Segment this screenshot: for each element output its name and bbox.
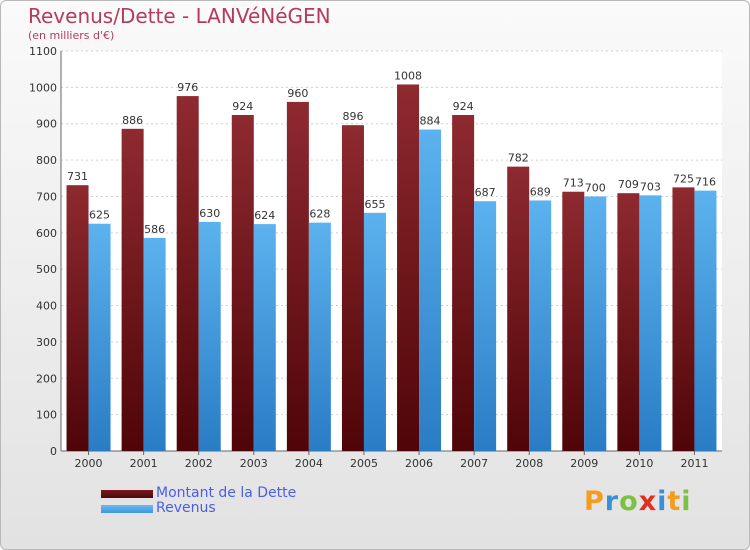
value-label-dette: 960 bbox=[287, 87, 308, 100]
proxiti-logo: Proxiti bbox=[584, 486, 692, 517]
bar-revenus bbox=[694, 190, 717, 452]
legend: Montant de la Dette Revenus bbox=[101, 486, 296, 516]
x-tick-label: 2009 bbox=[570, 457, 598, 470]
bar-revenus bbox=[253, 224, 276, 451]
value-label-revenus: 586 bbox=[144, 223, 165, 236]
logo-letter: i bbox=[657, 486, 668, 517]
value-label-revenus: 716 bbox=[695, 176, 716, 189]
x-tick-label: 2011 bbox=[680, 457, 708, 470]
x-tick-label: 2000 bbox=[75, 457, 103, 470]
value-label-dette: 725 bbox=[673, 172, 694, 185]
value-label-dette: 896 bbox=[342, 110, 363, 123]
value-label-revenus: 655 bbox=[364, 198, 385, 211]
chart-title: Revenus/Dette - LANVéNéGEN bbox=[28, 4, 331, 28]
y-tick-label: 1100 bbox=[29, 45, 57, 58]
y-tick-label: 100 bbox=[36, 409, 57, 422]
x-tick-label: 2006 bbox=[405, 457, 433, 470]
bar-revenus bbox=[143, 237, 166, 451]
bar-dette bbox=[231, 115, 254, 451]
y-tick-label: 400 bbox=[36, 300, 57, 313]
value-label-dette: 976 bbox=[177, 81, 198, 94]
y-tick-label: 900 bbox=[36, 118, 57, 131]
value-label-dette: 1008 bbox=[394, 69, 422, 82]
bar-dette bbox=[176, 96, 199, 451]
x-tick-label: 2002 bbox=[185, 457, 213, 470]
y-tick-label: 800 bbox=[36, 154, 57, 167]
value-label-revenus: 703 bbox=[640, 180, 661, 193]
bar-revenus bbox=[529, 200, 552, 451]
x-tick-label: 2003 bbox=[240, 457, 268, 470]
bar-dette bbox=[286, 101, 309, 451]
logo-letter: x bbox=[638, 486, 658, 517]
bar-revenus bbox=[584, 196, 607, 451]
bar-dette bbox=[507, 166, 530, 452]
bar-revenus bbox=[639, 195, 662, 451]
x-tick-label: 2005 bbox=[350, 457, 378, 470]
value-label-revenus: 630 bbox=[199, 207, 220, 220]
value-label-revenus: 700 bbox=[585, 181, 606, 194]
value-label-revenus: 689 bbox=[530, 185, 551, 198]
value-label-dette: 713 bbox=[563, 177, 584, 190]
bar-dette bbox=[617, 193, 640, 451]
legend-swatch-dette bbox=[101, 489, 153, 498]
value-label-revenus: 624 bbox=[254, 209, 275, 222]
value-label-dette: 924 bbox=[232, 100, 253, 113]
y-tick-label: 300 bbox=[36, 336, 57, 349]
x-tick-label: 2008 bbox=[515, 457, 543, 470]
y-tick-label: 200 bbox=[36, 372, 57, 385]
x-tick-label: 2004 bbox=[295, 457, 323, 470]
bar-revenus bbox=[198, 221, 221, 451]
bar-revenus bbox=[474, 201, 497, 451]
value-label-dette: 782 bbox=[508, 152, 529, 165]
y-tick-label: 700 bbox=[36, 190, 57, 203]
bar-dette bbox=[452, 115, 475, 451]
legend-label-revenus: Revenus bbox=[156, 500, 216, 516]
bar-dette bbox=[672, 187, 695, 451]
chart-subtitle: (en milliers d'€) bbox=[28, 29, 115, 42]
value-label-revenus: 628 bbox=[309, 208, 330, 221]
value-label-revenus: 687 bbox=[475, 186, 496, 199]
y-tick-label: 500 bbox=[36, 263, 57, 276]
bar-revenus bbox=[363, 212, 386, 451]
x-tick-label: 2007 bbox=[460, 457, 488, 470]
logo-letter: i bbox=[681, 486, 692, 517]
bar-dette bbox=[562, 191, 585, 451]
value-label-dette: 886 bbox=[122, 114, 143, 127]
bar-revenus bbox=[88, 223, 111, 451]
legend-item-dette: Montant de la Dette bbox=[101, 486, 296, 501]
logo-letter: o bbox=[619, 486, 639, 517]
legend-swatch-revenus bbox=[101, 504, 153, 513]
value-label-dette: 731 bbox=[67, 170, 88, 183]
value-label-dette: 709 bbox=[618, 178, 639, 191]
bar-dette bbox=[397, 84, 420, 452]
logo-letter: t bbox=[667, 486, 682, 517]
x-tick-label: 2010 bbox=[625, 457, 653, 470]
logo-letter: P bbox=[584, 486, 605, 517]
bar-revenus bbox=[419, 129, 442, 451]
bar-revenus bbox=[308, 222, 331, 451]
plot-area bbox=[61, 51, 722, 451]
x-tick-label: 2001 bbox=[130, 457, 158, 470]
bar-dette bbox=[66, 185, 89, 451]
bar-dette bbox=[121, 128, 144, 451]
legend-item-revenus: Revenus bbox=[101, 501, 296, 516]
legend-label-dette: Montant de la Dette bbox=[156, 485, 297, 501]
y-tick-label: 600 bbox=[36, 227, 57, 240]
y-tick-label: 1000 bbox=[29, 81, 57, 94]
value-label-revenus: 625 bbox=[89, 209, 110, 222]
value-label-dette: 924 bbox=[453, 100, 474, 113]
bar-dette bbox=[341, 125, 364, 451]
logo-letter: r bbox=[604, 486, 620, 517]
value-label-revenus: 884 bbox=[420, 115, 441, 128]
y-tick-label: 0 bbox=[50, 445, 57, 458]
